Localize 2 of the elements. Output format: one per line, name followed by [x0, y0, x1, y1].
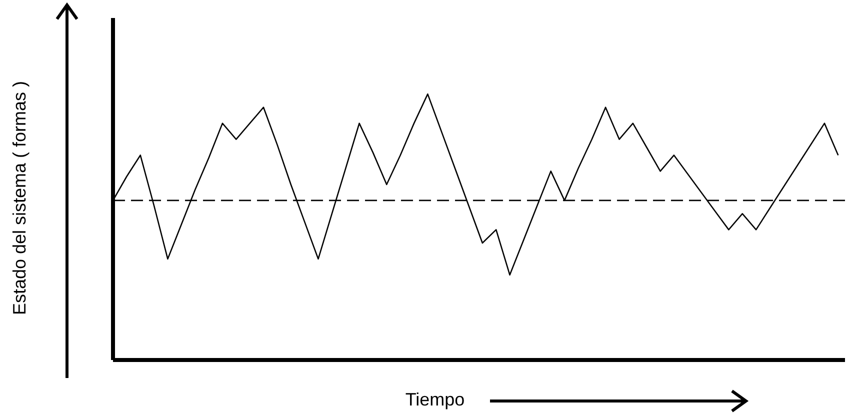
y-axis-title: Estado del sistema ( formas ) — [10, 80, 30, 316]
x-axis-title: Tiempo — [405, 390, 465, 410]
